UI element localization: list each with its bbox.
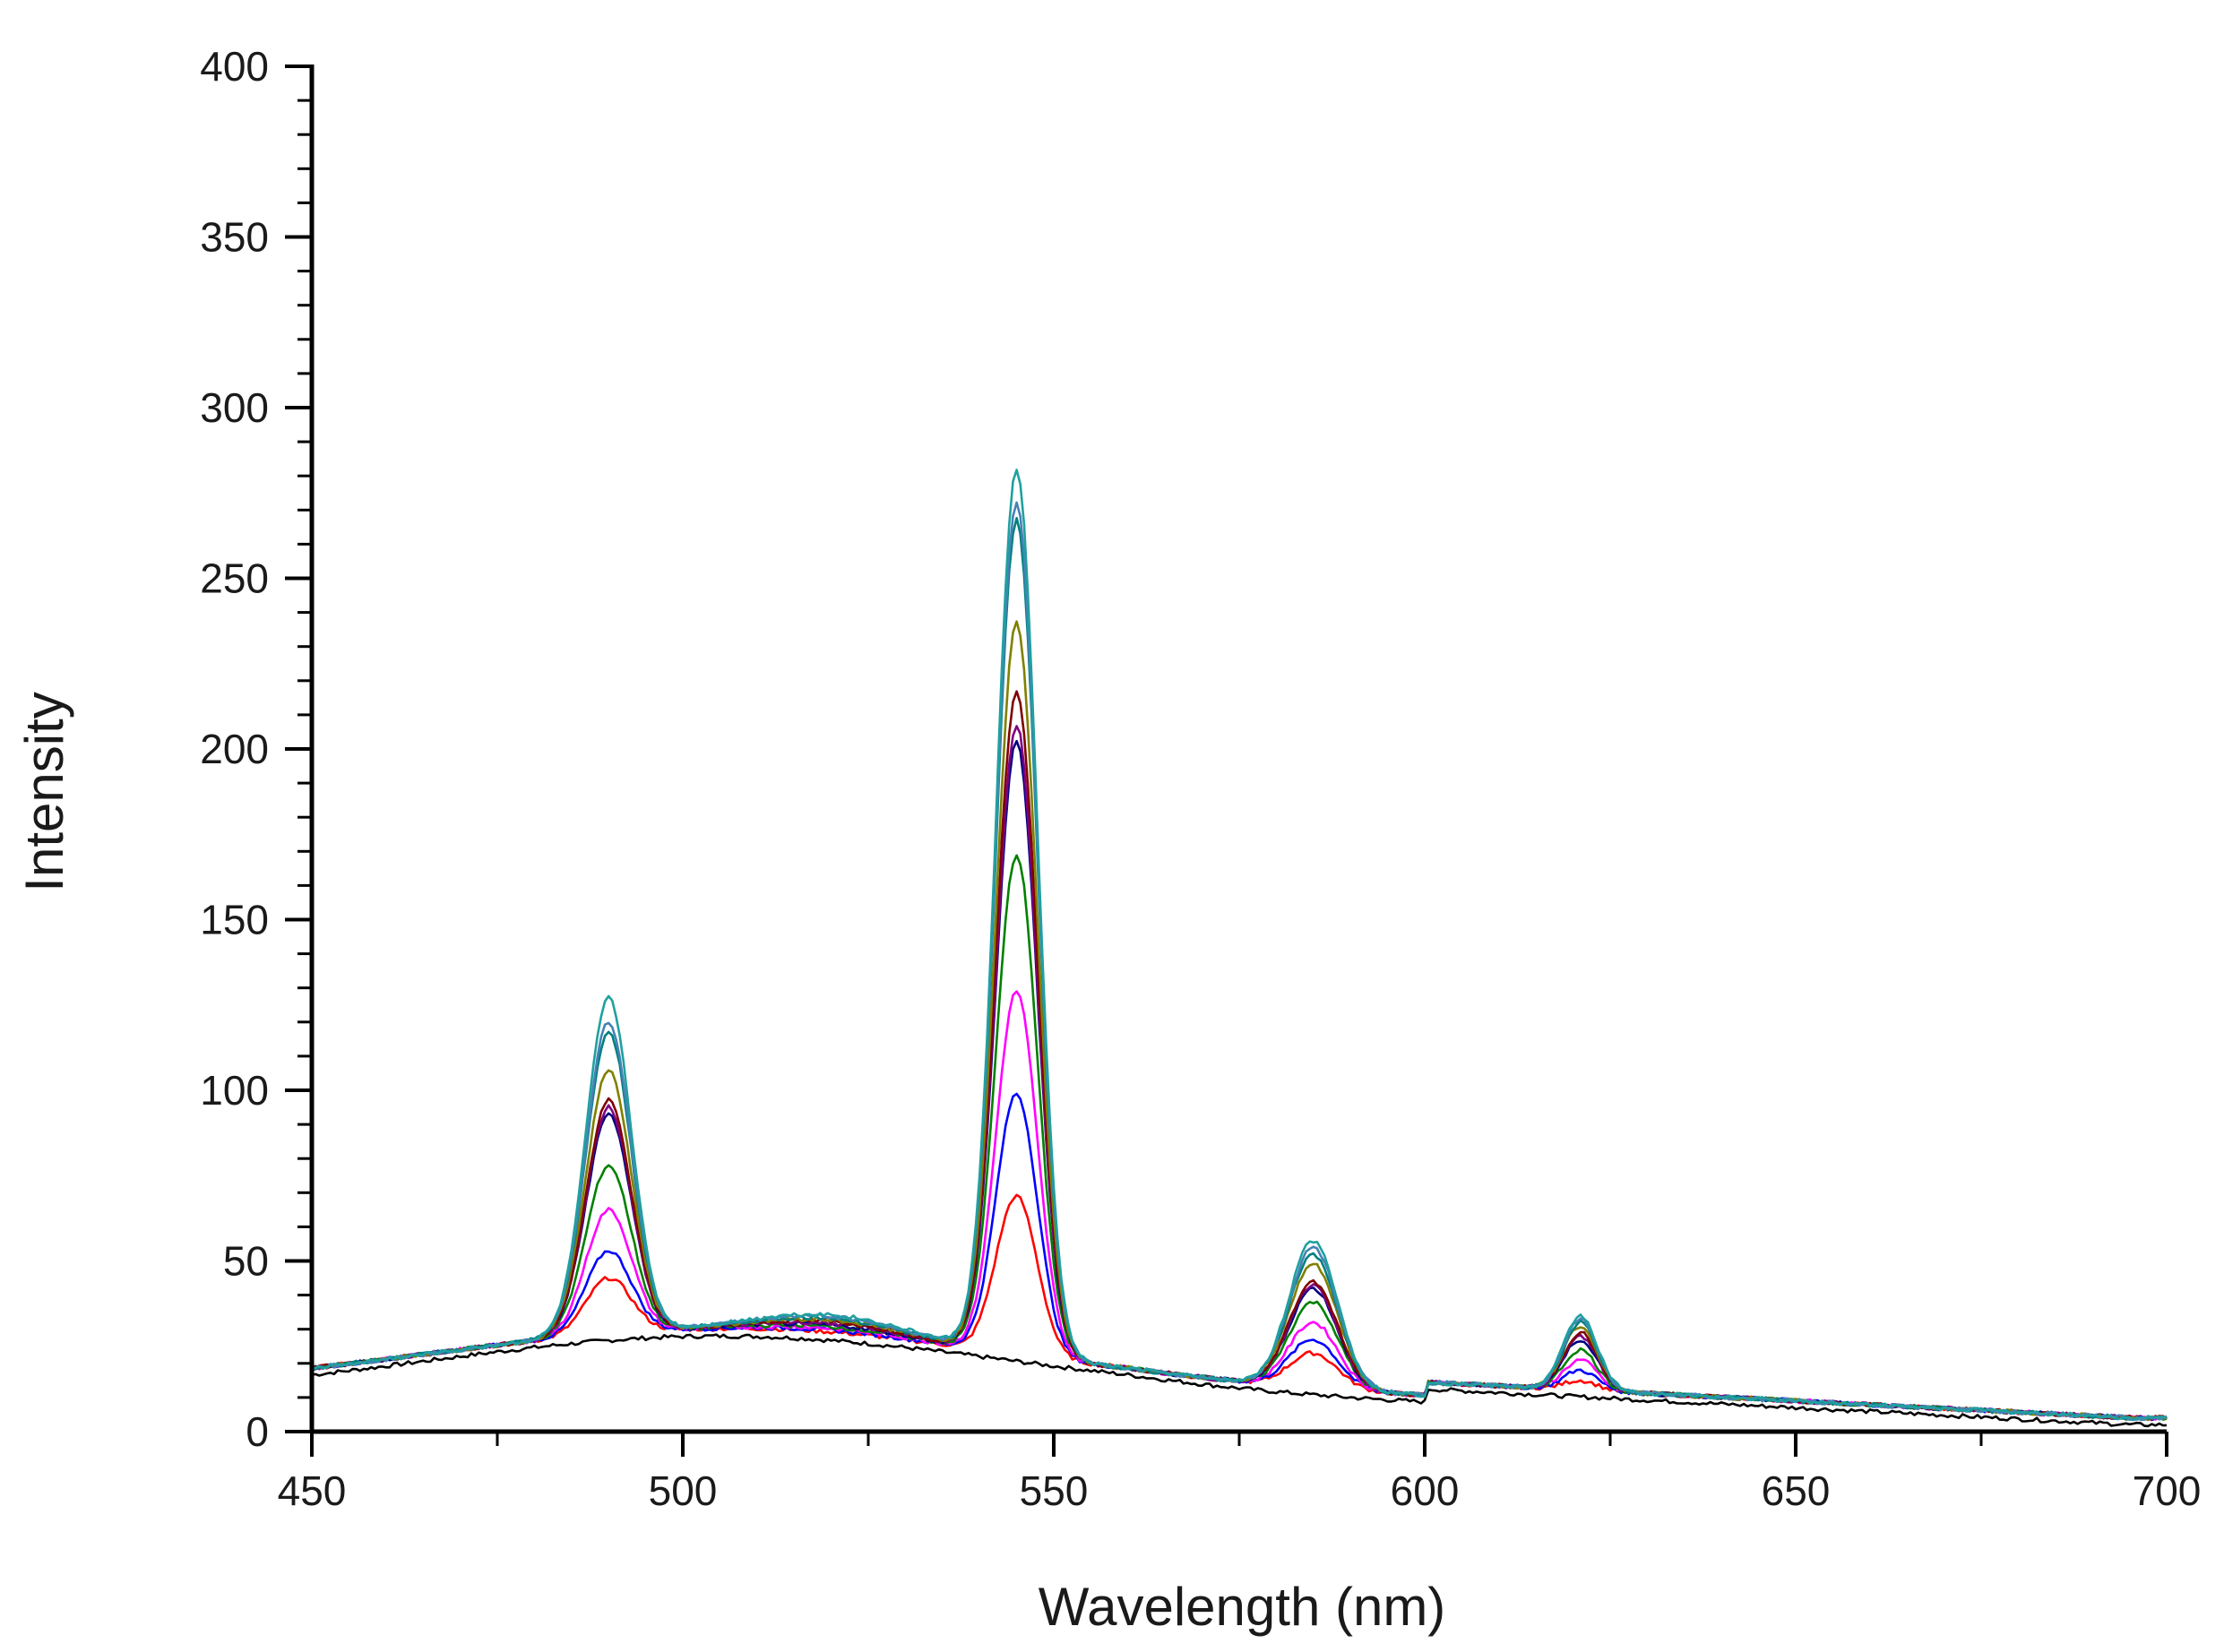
y-tick-label: 250 xyxy=(200,555,269,602)
y-tick-label: 300 xyxy=(200,384,269,431)
spectrum-line-10 xyxy=(311,501,2168,1422)
y-tick-label: 0 xyxy=(246,1408,269,1455)
x-tick-label: 650 xyxy=(1762,1467,1831,1514)
y-tick-label: 350 xyxy=(200,214,269,261)
spectrum-line-11 xyxy=(311,469,2168,1422)
spectrum-line-7 xyxy=(311,690,2168,1421)
spectrum-line-6 xyxy=(311,725,2168,1421)
y-axis-title: Intensity xyxy=(14,692,74,891)
x-axis-title: Wavelength (nm) xyxy=(1039,1577,1446,1637)
x-tick-label: 600 xyxy=(1391,1467,1460,1514)
spectrum-line-8 xyxy=(311,620,2168,1422)
y-tick-label: 50 xyxy=(223,1238,269,1285)
axes-layer: 450 500 550 600 650 700 0 50 100 150 200 250 300 350 4… xyxy=(200,43,2201,1514)
spectrum-line-9 xyxy=(311,517,2168,1421)
spectrum-line-4 xyxy=(311,854,2168,1422)
x-tick-label: 500 xyxy=(649,1467,718,1514)
y-tick-label: 200 xyxy=(200,726,269,772)
y-tick-label: 100 xyxy=(200,1067,269,1114)
y-tick-label: 150 xyxy=(200,897,269,943)
spectrum-line-1 xyxy=(311,1193,2168,1421)
spectrum-line-3 xyxy=(311,990,2168,1421)
spectrum-line-0 xyxy=(311,1333,2168,1428)
x-tick-label: 450 xyxy=(278,1467,347,1514)
y-tick-label: 400 xyxy=(200,43,269,90)
spectrum-line-5 xyxy=(311,739,2168,1421)
x-tick-label: 700 xyxy=(2133,1467,2202,1514)
x-tick-label: 550 xyxy=(1020,1467,1089,1514)
series-layer xyxy=(311,469,2168,1428)
